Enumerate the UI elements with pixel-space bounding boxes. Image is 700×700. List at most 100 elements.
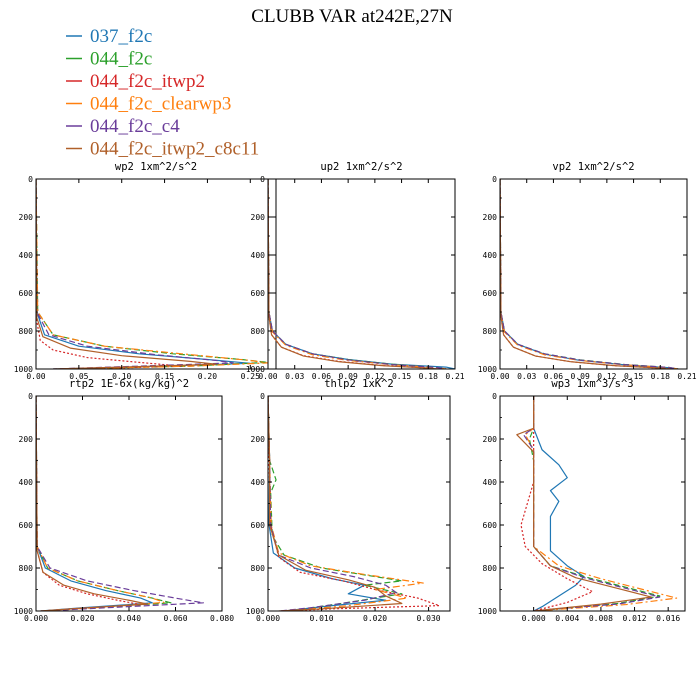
y-tick-label: 400: [483, 251, 498, 260]
x-tick-label: 0.004: [555, 614, 579, 623]
x-tick-label: 0.18: [651, 372, 670, 381]
series-line-044_f2c_itwp2_c8c11: [500, 179, 670, 369]
x-tick-label: 0.09: [339, 372, 358, 381]
plot-frame: [35, 178, 277, 370]
x-tick-label: 0.05: [69, 372, 88, 381]
series-line-044_f2c_c4: [268, 179, 447, 369]
series-group: [500, 179, 679, 369]
y-tick-label: 1000: [246, 365, 265, 374]
y-tick-label: 0: [28, 392, 33, 401]
x-tick-label: 0.03: [517, 372, 536, 381]
x-tick-label: 0.080: [210, 614, 234, 623]
panel-title: rtp2 1E-6x(kg/kg)^2: [69, 378, 189, 390]
x-tick-label: 0.12: [597, 372, 616, 381]
series-line-044_f2c_itwp2_c8c11: [36, 396, 149, 611]
series-line-044_f2c_clearwp3: [524, 396, 678, 611]
y-tick-label: 0: [492, 392, 497, 401]
y-tick-label: 1000: [14, 365, 33, 374]
series-line-044_f2c_itwp2: [36, 179, 183, 369]
panel-title: vp2 1xm^2/s^2: [552, 161, 634, 173]
y-tick-label: 0: [28, 175, 33, 184]
y-tick-label: 800: [19, 327, 34, 336]
y-tick-label: 800: [19, 564, 34, 573]
y-tick-label: 800: [483, 564, 498, 573]
panel-title: thlp2 1xK^2: [324, 378, 394, 390]
x-tick-label: 0.21: [677, 372, 696, 381]
x-tick-label: 0.010: [309, 614, 333, 623]
y-tick-label: 600: [19, 521, 34, 530]
series-line-044_f2c_itwp2_c8c11: [36, 179, 217, 369]
x-tick-label: 0.00: [26, 372, 45, 381]
x-tick-label: 0.15: [392, 372, 411, 381]
series-line-044_f2c_clearwp3: [268, 396, 424, 611]
x-tick-label: 0.12: [365, 372, 384, 381]
x-tick-label: 0.008: [589, 614, 613, 623]
x-tick-label: 0.20: [198, 372, 217, 381]
x-tick-label: 0.06: [544, 372, 563, 381]
plot-frame: [35, 395, 223, 612]
series-line-037_f2c: [268, 179, 455, 369]
series-line-044_f2c: [500, 179, 679, 369]
legend-label: 044_f2c: [90, 49, 152, 70]
series-line-044_f2c_c4: [36, 396, 204, 611]
x-tick-label: 0.09: [571, 372, 590, 381]
x-tick-label: 0.000: [522, 614, 546, 623]
series-line-044_f2c_clearwp3: [500, 179, 679, 369]
x-tick-label: 0.030: [417, 614, 441, 623]
series-line-044_f2c_c4: [268, 396, 398, 611]
series-line-044_f2c_clearwp3: [268, 179, 447, 369]
y-tick-label: 200: [19, 213, 34, 222]
y-tick-label: 200: [483, 213, 498, 222]
y-tick-label: 0: [260, 175, 265, 184]
series-group: [268, 396, 440, 611]
y-tick-label: 1000: [478, 365, 497, 374]
series-line-037_f2c: [268, 396, 387, 611]
panel-wp3: wp3 1xm^3/s^3 0 200 400 600 800 1000 0.000 0.004…: [478, 378, 686, 623]
series-group: [516, 396, 678, 611]
series-line-044_f2c: [268, 396, 403, 611]
series-line-044_f2c_c4: [500, 179, 679, 369]
y-tick-label: 600: [483, 521, 498, 530]
panel-title: wp2 1xm^2/s^2: [115, 161, 197, 173]
series-line-037_f2c: [36, 179, 251, 369]
series-line-044_f2c: [36, 179, 269, 369]
series-line-044_f2c_itwp2: [36, 396, 142, 611]
legend-entry: 044_f2c_itwp2_c8c11: [66, 139, 259, 160]
y-tick-label: 600: [251, 289, 266, 298]
x-tick-label: 0.25: [241, 372, 260, 381]
series-group: [268, 179, 455, 369]
panel-title: up2 1xm^2/s^2: [320, 161, 402, 173]
series-group: [36, 396, 204, 611]
x-tick-label: 0.020: [363, 614, 387, 623]
x-tick-label: 0.15: [155, 372, 174, 381]
x-tick-label: 0.10: [112, 372, 131, 381]
legend-label: 044_f2c_c4: [90, 116, 180, 137]
plot-frame: [499, 178, 688, 370]
y-tick-label: 1000: [246, 607, 265, 616]
legend-entry: 044_f2c: [66, 49, 152, 70]
x-tick-label: 0.00: [258, 372, 277, 381]
y-tick-label: 1000: [14, 607, 33, 616]
plot-frame: [267, 178, 456, 370]
legend-entry: 037_f2c: [66, 26, 152, 47]
y-tick-label: 600: [19, 289, 34, 298]
series-line-044_f2c_itwp2: [520, 396, 594, 611]
panel-title: wp3 1xm^3/s^3: [551, 378, 633, 390]
x-tick-label: 0.020: [70, 614, 94, 623]
y-tick-label: 200: [251, 435, 266, 444]
y-tick-label: 0: [492, 175, 497, 184]
y-tick-label: 1000: [478, 607, 497, 616]
x-tick-label: 0.000: [24, 614, 48, 623]
y-tick-label: 200: [251, 213, 266, 222]
x-tick-label: 0.000: [256, 614, 280, 623]
y-tick-label: 200: [19, 435, 34, 444]
legend-entry: 044_f2c_itwp2: [66, 71, 205, 92]
y-tick-label: 800: [483, 327, 498, 336]
y-tick-label: 400: [251, 478, 266, 487]
